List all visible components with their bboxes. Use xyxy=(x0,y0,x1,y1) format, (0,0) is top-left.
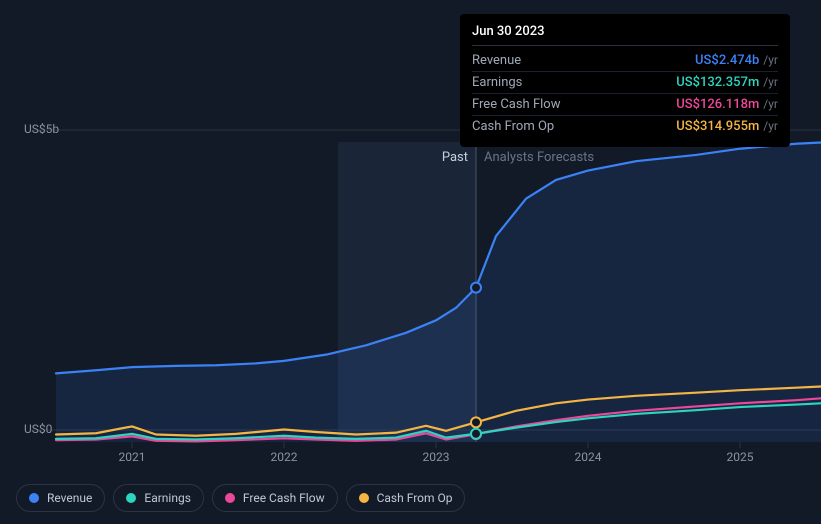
chart-tooltip: Jun 30 2023 Revenue US$2.474b/yr Earning… xyxy=(460,14,790,147)
legend-dot-icon xyxy=(359,493,369,503)
x-tick-2025: 2025 xyxy=(727,450,754,464)
past-label: Past xyxy=(442,150,468,165)
chart-legend: Revenue Earnings Free Cash Flow Cash Fro… xyxy=(16,484,465,512)
x-tick-2024: 2024 xyxy=(575,450,602,464)
legend-label: Free Cash Flow xyxy=(243,491,325,505)
tooltip-label: Earnings xyxy=(472,75,522,90)
tooltip-date: Jun 30 2023 xyxy=(472,24,778,46)
x-tick-2023: 2023 xyxy=(423,450,450,464)
tooltip-value: US$2.474b xyxy=(695,53,759,68)
tooltip-row-cashop: Cash From Op US$314.955m/yr xyxy=(472,116,778,137)
tooltip-row-fcf: Free Cash Flow US$126.118m/yr xyxy=(472,94,778,116)
tooltip-row-earnings: Earnings US$132.357m/yr xyxy=(472,72,778,94)
legend-label: Earnings xyxy=(144,491,191,505)
legend-item-fcf[interactable]: Free Cash Flow xyxy=(212,484,338,512)
tooltip-value: US$126.118m xyxy=(676,97,759,112)
x-tick-2022: 2022 xyxy=(271,450,298,464)
tooltip-unit: /yr xyxy=(763,53,778,67)
tooltip-unit: /yr xyxy=(763,97,778,111)
tooltip-unit: /yr xyxy=(763,119,778,133)
forecast-label: Analysts Forecasts xyxy=(484,150,594,165)
tooltip-label: Cash From Op xyxy=(472,119,554,134)
legend-label: Revenue xyxy=(47,491,92,505)
tooltip-unit: /yr xyxy=(763,75,778,89)
tooltip-value: US$132.357m xyxy=(676,75,759,90)
tooltip-label: Free Cash Flow xyxy=(472,97,560,112)
legend-dot-icon xyxy=(126,493,136,503)
x-tick-2021: 2021 xyxy=(119,450,146,464)
legend-dot-icon xyxy=(225,493,235,503)
legend-item-earnings[interactable]: Earnings xyxy=(113,484,204,512)
tooltip-value: US$314.955m xyxy=(676,119,759,134)
legend-item-revenue[interactable]: Revenue xyxy=(16,484,105,512)
legend-label: Cash From Op xyxy=(377,491,453,505)
y-tick-bottom: US$0 xyxy=(24,422,52,436)
tooltip-label: Revenue xyxy=(472,53,521,68)
y-tick-top: US$5b xyxy=(24,122,59,136)
legend-dot-icon xyxy=(29,493,39,503)
tooltip-row-revenue: Revenue US$2.474b/yr xyxy=(472,50,778,72)
legend-item-cashop[interactable]: Cash From Op xyxy=(346,484,466,512)
